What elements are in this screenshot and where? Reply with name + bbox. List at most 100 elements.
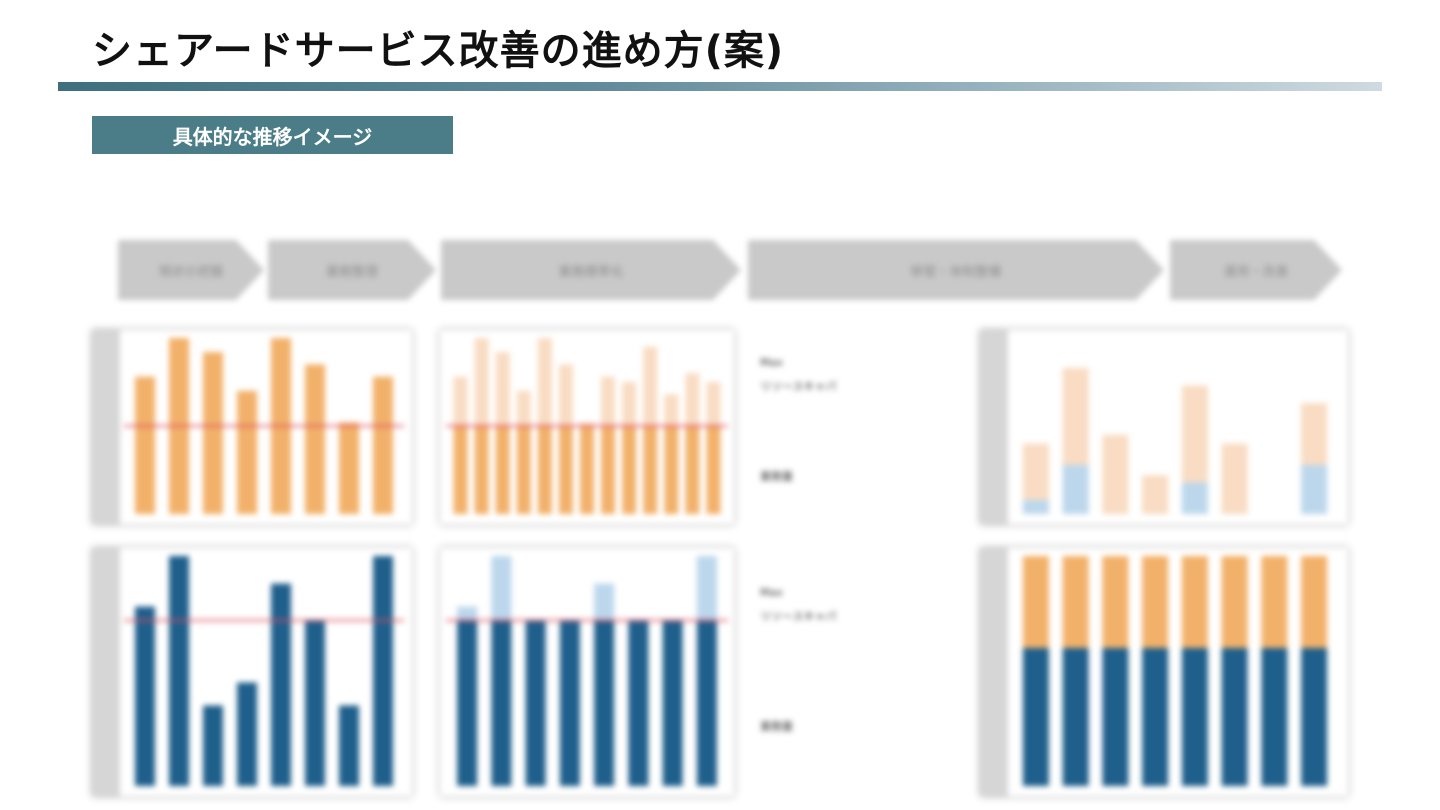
- flow-step-2: 業務整理: [268, 240, 436, 300]
- bar-top-3-s0-8: [1301, 464, 1328, 514]
- bar-top-1-s0-7: [339, 422, 359, 514]
- bar-bottom-1-s0-4: [237, 682, 257, 786]
- bar-top-2-s0-4: [516, 426, 531, 514]
- side-label-upper-max: Max: [760, 356, 783, 369]
- bar-bottom-2-s0-4: [559, 620, 580, 786]
- bar-bottom-3-s0-2: [1062, 648, 1089, 786]
- chart-panel-bottom-2: [440, 548, 734, 796]
- bar-top-2-s1-11: [664, 394, 679, 426]
- bar-top-2-s1-10: [643, 346, 658, 426]
- bar-top-2-s0-6: [558, 426, 573, 514]
- bar-top-2-s1-9: [622, 382, 637, 426]
- bar-bottom-2-s1-1: [457, 606, 478, 621]
- bar-bottom-2-s1-2: [491, 556, 512, 621]
- bar-bottom-2-s0-6: [628, 620, 649, 786]
- bar-top-2-s0-7: [580, 426, 594, 514]
- bar-top-2-s0-5: [537, 426, 552, 514]
- bar-bottom-1-s0-6: [305, 620, 325, 786]
- bar-bottom-2-s1-5: [594, 583, 615, 621]
- bar-top-3-s1-3: [1102, 434, 1129, 514]
- bar-top-2-s1-8: [601, 376, 616, 426]
- bar-top-3-s1-4: [1142, 475, 1169, 514]
- bar-bottom-2-s0-1: [457, 620, 478, 786]
- bar-bottom-3-s0-1: [1022, 648, 1049, 786]
- bar-top-2-s1-1: [453, 376, 468, 426]
- bar-top-2-s0-11: [664, 426, 679, 514]
- bar-top-2-s0-9: [622, 426, 637, 514]
- bar-top-2-s0-12: [685, 426, 700, 514]
- bar-bottom-2-s0-2: [491, 620, 512, 786]
- bar-bottom-3-s1-2: [1062, 556, 1089, 648]
- side-label-upper-base: 業務量: [760, 470, 793, 483]
- bar-bottom-3-s0-7: [1261, 648, 1288, 786]
- bar-top-1-s0-4: [237, 390, 257, 514]
- bar-top-3-s1-8: [1301, 403, 1328, 465]
- bar-bottom-3-s0-3: [1102, 648, 1129, 786]
- bar-top-2-s0-13: [706, 426, 721, 514]
- bar-bottom-1-s0-8: [373, 556, 393, 786]
- axis-strip: [92, 330, 120, 524]
- axis-strip: [980, 330, 1008, 524]
- chart-panel-top-3: [980, 330, 1348, 524]
- bar-top-1-s0-1: [135, 376, 155, 514]
- bar-top-2-s1-5: [537, 338, 552, 426]
- bar-top-2-s0-8: [601, 426, 616, 514]
- bar-top-2-s0-1: [453, 426, 468, 514]
- bar-top-1-s0-6: [305, 364, 325, 514]
- bar-top-3-s0-1: [1022, 499, 1049, 514]
- bar-bottom-2-s0-8: [696, 620, 717, 786]
- bar-bottom-3-s1-6: [1221, 556, 1248, 648]
- bar-top-3-s0-2: [1062, 464, 1089, 514]
- bar-bottom-3-s0-8: [1301, 648, 1328, 786]
- page-title: シェアードサービス改善の進め方(案): [92, 28, 785, 74]
- bar-bottom-1-s0-5: [271, 583, 291, 786]
- side-label-upper-max-sub: リソースキャパ: [760, 380, 837, 393]
- bar-bottom-3-s0-5: [1181, 648, 1208, 786]
- bar-top-2-s0-3: [495, 426, 510, 514]
- side-label-lower-max: Max: [760, 586, 783, 599]
- flow-step-1: 現状の把握: [118, 240, 264, 300]
- bar-bottom-3-s1-4: [1142, 556, 1169, 648]
- section-label: 具体的な推移イメージ: [92, 116, 453, 154]
- bar-bottom-2-s0-3: [525, 620, 546, 786]
- bar-bottom-3-s1-3: [1102, 556, 1129, 648]
- bar-bottom-2-s0-5: [594, 620, 615, 786]
- bar-top-2-s0-2: [474, 426, 489, 514]
- bar-top-2-s1-12: [685, 373, 700, 426]
- bar-top-2-s1-2: [474, 338, 489, 426]
- bar-bottom-1-s0-1: [135, 606, 155, 786]
- bar-top-2-s1-13: [706, 382, 721, 426]
- axis-strip: [980, 548, 1008, 796]
- chart-panel-top-2: [440, 330, 734, 524]
- flow-step-5: 運用・改善: [1170, 240, 1342, 300]
- bar-top-3-s1-6: [1221, 443, 1248, 514]
- side-label-lower-base: 業務量: [760, 720, 793, 733]
- bar-top-3-s1-2: [1062, 367, 1089, 465]
- bar-top-2-s1-7: [580, 422, 594, 426]
- bar-bottom-1-s0-2: [169, 556, 189, 786]
- bar-bottom-2-s0-7: [662, 620, 683, 786]
- chart-panel-bottom-1: [92, 548, 412, 796]
- bar-bottom-3-s1-1: [1022, 556, 1049, 648]
- chart-panel-bottom-3: [980, 548, 1348, 796]
- bar-top-1-s0-8: [373, 376, 393, 514]
- axis-strip: [92, 548, 120, 796]
- flow-step-4: 移管・体制整備: [748, 240, 1164, 300]
- bar-top-1-s0-3: [203, 352, 223, 514]
- side-label-lower-max-sub: リソースキャパ: [760, 610, 837, 623]
- bar-top-2-s1-4: [516, 390, 531, 426]
- bar-bottom-3-s1-7: [1261, 556, 1288, 648]
- bar-bottom-3-s0-4: [1142, 648, 1169, 786]
- bar-bottom-1-s0-3: [203, 705, 223, 786]
- bar-top-3-s1-1: [1022, 443, 1049, 500]
- bar-top-2-s1-6: [558, 364, 573, 426]
- bar-top-2-s1-3: [495, 352, 510, 426]
- bar-bottom-2-s1-8: [696, 556, 717, 621]
- title-underline: [58, 82, 1382, 91]
- bar-bottom-3-s1-5: [1181, 556, 1208, 648]
- bar-bottom-3-s0-6: [1221, 648, 1248, 786]
- bar-bottom-1-s0-7: [339, 705, 359, 786]
- bar-top-2-s0-10: [643, 426, 658, 514]
- bar-bottom-3-s1-8: [1301, 556, 1328, 648]
